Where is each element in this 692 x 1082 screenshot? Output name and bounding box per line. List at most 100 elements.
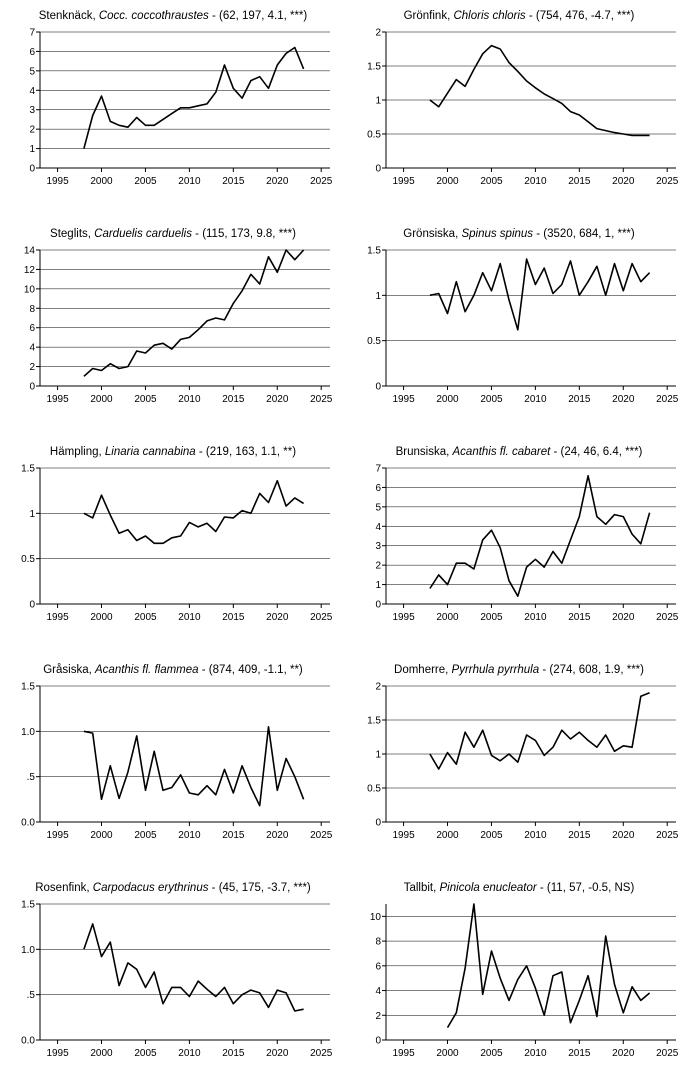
x-tick-label: 2015 xyxy=(568,612,591,623)
y-tick-label: 2 xyxy=(375,28,381,39)
x-tick-label: 2010 xyxy=(178,1048,201,1059)
x-tick-label: 2020 xyxy=(612,1048,635,1059)
chart-panel: Gråsiska, Acanthis fl. flammea - (874, 4… xyxy=(10,664,336,854)
x-tick-label: 2005 xyxy=(134,612,157,623)
title-common: Brunsiska xyxy=(396,446,447,458)
title-scientific: Acanthis fl. cabaret xyxy=(453,446,551,458)
y-tick-label: 0 xyxy=(375,818,381,829)
x-tick-label: 2000 xyxy=(90,830,113,841)
chart-panel: Grönfink, Chloris chloris - (754, 476, -… xyxy=(356,10,682,200)
title-common: Tallbit xyxy=(404,882,433,894)
data-line xyxy=(430,693,650,769)
title-stats: (62, 197, 4.1, ***) xyxy=(219,10,307,22)
x-tick-label: 2010 xyxy=(178,176,201,187)
y-tick-label: 1.0 xyxy=(21,727,35,738)
chart-title: Stenknäck, Cocc. coccothraustes - (62, 1… xyxy=(10,10,336,22)
chart-title: Steglits, Carduelis carduelis - (115, 17… xyxy=(10,228,336,240)
x-tick-label: 1995 xyxy=(392,1048,415,1059)
chart-title: Gråsiska, Acanthis fl. flammea - (874, 4… xyxy=(10,664,336,676)
x-tick-label: 2010 xyxy=(524,830,547,841)
title-common: Grönsiska xyxy=(403,228,455,240)
title-stats: (874, 409, -1.1, **) xyxy=(209,664,303,676)
x-tick-label: 2010 xyxy=(524,176,547,187)
x-tick-label: 1995 xyxy=(46,612,69,623)
chart-panel: Hämpling, Linaria cannabina - (219, 163,… xyxy=(10,446,336,636)
x-tick-label: 2015 xyxy=(222,394,245,405)
x-tick-label: 1995 xyxy=(392,394,415,405)
y-tick-label: 0.5 xyxy=(367,130,381,141)
x-tick-label: 2025 xyxy=(656,176,679,187)
title-common: Domherre xyxy=(394,664,445,676)
title-stats: (115, 173, 9.8, ***) xyxy=(202,228,296,240)
y-tick-label: 1.5 xyxy=(21,900,35,911)
x-tick-label: 2020 xyxy=(266,394,289,405)
y-tick-label: .5 xyxy=(27,772,36,783)
y-tick-label: 1 xyxy=(29,144,35,155)
chart-svg: 00.511.51995200020052010201520202025 xyxy=(10,462,336,636)
y-tick-label: 1 xyxy=(375,580,381,591)
chart-svg: 00.511.51995200020052010201520202025 xyxy=(356,244,682,418)
x-tick-label: 2000 xyxy=(436,1048,459,1059)
x-tick-label: 2025 xyxy=(656,1048,679,1059)
title-stats: (754, 476, -4.7, ***) xyxy=(536,10,634,22)
chart-svg: 00.511.521995200020052010201520202025 xyxy=(356,26,682,200)
y-tick-label: 1.5 xyxy=(21,682,35,693)
title-scientific: Carpodacus erythrinus xyxy=(93,882,209,894)
y-tick-label: 1 xyxy=(375,291,381,302)
y-tick-label: .5 xyxy=(27,990,36,1001)
y-tick-label: 0.0 xyxy=(21,1036,35,1047)
x-tick-label: 2005 xyxy=(480,612,503,623)
y-tick-label: 8 xyxy=(29,304,35,315)
x-tick-label: 2025 xyxy=(310,612,333,623)
x-tick-label: 2010 xyxy=(524,612,547,623)
x-tick-label: 2025 xyxy=(310,1048,333,1059)
title-stats: (11, 57, -0.5, NS) xyxy=(547,882,634,894)
x-tick-label: 2000 xyxy=(90,176,113,187)
y-tick-label: 0.5 xyxy=(21,554,35,565)
x-tick-label: 2005 xyxy=(480,394,503,405)
x-tick-label: 2005 xyxy=(480,830,503,841)
data-line xyxy=(430,476,650,596)
x-tick-label: 2010 xyxy=(178,394,201,405)
title-scientific: Pinicola enucleator xyxy=(440,882,537,894)
data-line xyxy=(84,727,304,806)
y-tick-label: 5 xyxy=(29,66,35,77)
y-tick-label: 2 xyxy=(375,682,381,693)
x-tick-label: 2020 xyxy=(266,612,289,623)
y-tick-label: 1.5 xyxy=(367,246,381,257)
data-line xyxy=(84,250,304,376)
title-stats: (45, 175, -3.7, ***) xyxy=(219,882,311,894)
x-tick-label: 2025 xyxy=(656,394,679,405)
x-tick-label: 2005 xyxy=(480,176,503,187)
x-tick-label: 2025 xyxy=(656,612,679,623)
y-tick-label: 1.5 xyxy=(367,716,381,727)
y-tick-label: 4 xyxy=(375,986,381,997)
x-tick-label: 2000 xyxy=(436,176,459,187)
title-stats: (219, 163, 1.1, **) xyxy=(206,446,296,458)
title-scientific: Spinus spinus xyxy=(461,228,533,240)
x-tick-label: 2000 xyxy=(90,612,113,623)
x-tick-label: 2020 xyxy=(612,830,635,841)
chart-panel: Brunsiska, Acanthis fl. cabaret - (24, 4… xyxy=(356,446,682,636)
x-tick-label: 2025 xyxy=(656,830,679,841)
x-tick-label: 2000 xyxy=(436,612,459,623)
chart-svg: 00.511.521995200020052010201520202025 xyxy=(356,680,682,854)
data-line xyxy=(84,481,304,544)
x-tick-label: 1995 xyxy=(46,176,69,187)
data-line xyxy=(84,48,304,149)
y-tick-label: 10 xyxy=(24,284,36,295)
chart-svg: 02468101995200020052010201520202025 xyxy=(356,898,682,1072)
chart-panel: Steglits, Carduelis carduelis - (115, 17… xyxy=(10,228,336,418)
x-tick-label: 2000 xyxy=(90,394,113,405)
y-tick-label: 5 xyxy=(375,502,381,513)
y-tick-label: 3 xyxy=(375,541,381,552)
chart-svg: 0.0.51.01.51995200020052010201520202025 xyxy=(10,898,336,1072)
x-tick-label: 1995 xyxy=(392,612,415,623)
title-scientific: Linaria cannabina xyxy=(105,446,196,458)
chart-panel: Stenknäck, Cocc. coccothraustes - (62, 1… xyxy=(10,10,336,200)
x-tick-label: 2025 xyxy=(310,176,333,187)
y-tick-label: 6 xyxy=(29,323,35,334)
title-scientific: Acanthis fl. flammea xyxy=(95,664,199,676)
y-tick-label: 1 xyxy=(29,509,35,520)
chart-title: Hämpling, Linaria cannabina - (219, 163,… xyxy=(10,446,336,458)
